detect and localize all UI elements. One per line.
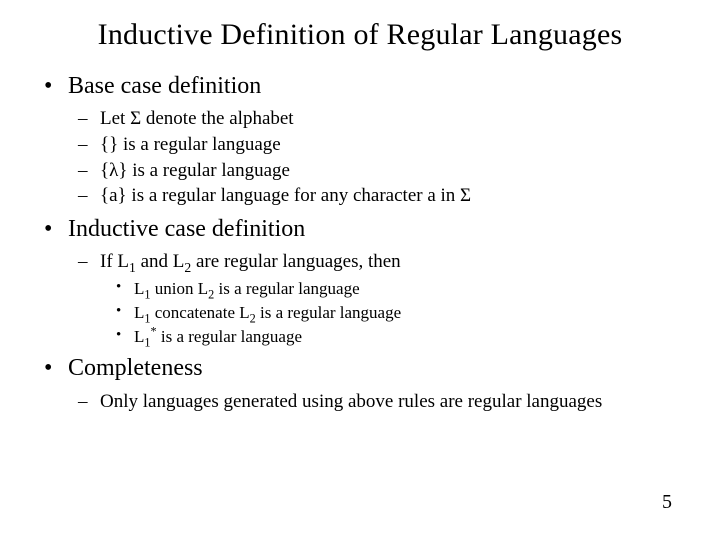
section-completeness: Completeness Only languages generated us…: [40, 352, 680, 414]
inductive-case-list: If L1 and L2 are regular languages, then…: [68, 249, 680, 348]
slide: Inductive Definition of Regular Language…: [0, 0, 720, 540]
base-case-list: Let Σ denote the alphabet {} is a regula…: [68, 106, 680, 209]
list-item: L1* is a regular language: [100, 325, 680, 349]
list-item: {} is a regular language: [68, 132, 680, 158]
text: is a regular language: [214, 279, 359, 298]
text: and L: [136, 251, 185, 272]
text: are regular languages, then: [191, 251, 400, 272]
text: concatenate L: [151, 303, 250, 322]
section-base-case: Base case definition Let Σ denote the al…: [40, 70, 680, 209]
section-inductive-case: Inductive case definition If L1 and L2 a…: [40, 213, 680, 348]
text: L: [134, 279, 144, 298]
list-item: {λ} is a regular language: [68, 158, 680, 184]
section-heading: Completeness: [68, 355, 203, 381]
text: L: [134, 327, 144, 346]
text: L: [134, 303, 144, 322]
section-heading: Base case definition: [68, 73, 261, 99]
content-list: Base case definition Let Σ denote the al…: [40, 70, 680, 414]
slide-title: Inductive Definition of Regular Language…: [40, 18, 680, 52]
list-item: Let Σ denote the alphabet: [68, 106, 680, 132]
text: If L: [100, 251, 129, 272]
section-heading: Inductive case definition: [68, 216, 305, 242]
list-item: If L1 and L2 are regular languages, then…: [68, 249, 680, 348]
list-item: {a} is a regular language for any charac…: [68, 183, 680, 209]
list-item: L1 concatenate L2 is a regular language: [100, 301, 680, 325]
subscript: 1: [129, 260, 136, 275]
text: is a regular language: [157, 327, 302, 346]
text: is a regular language: [256, 303, 401, 322]
inductive-sublist: L1 union L2 is a regular language L1 con…: [100, 277, 680, 348]
text: union L: [151, 279, 209, 298]
page-number: 5: [662, 491, 672, 514]
list-item: L1 union L2 is a regular language: [100, 277, 680, 301]
completeness-list: Only languages generated using above rul…: [68, 389, 680, 415]
list-item: Only languages generated using above rul…: [68, 389, 680, 415]
